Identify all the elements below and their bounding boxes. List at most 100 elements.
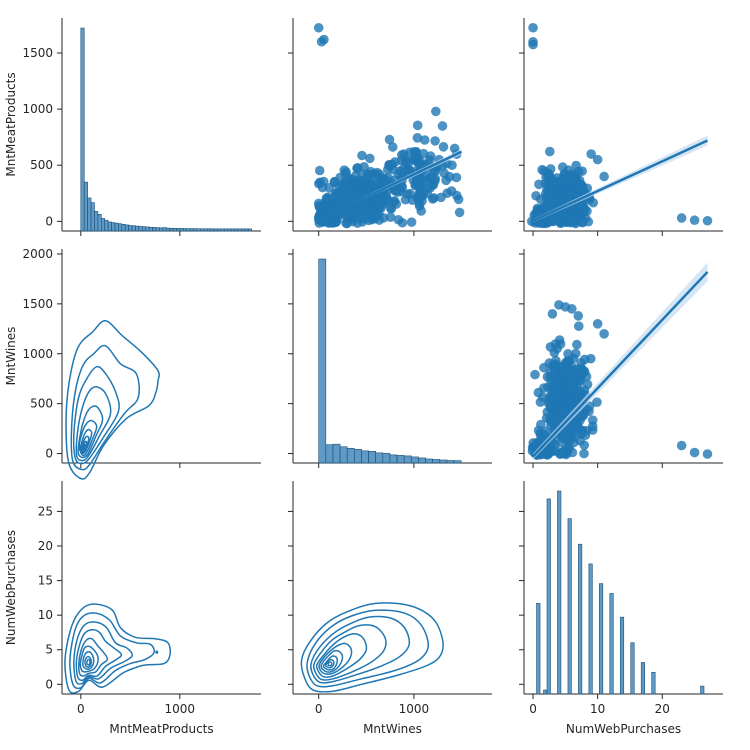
regplot-MntMeatProducts-vs-MntWines — [313, 22, 465, 229]
scatter-point — [579, 448, 589, 459]
y-tick-label: 0 — [45, 677, 53, 691]
scatter-point — [676, 440, 687, 451]
scatter-point — [542, 371, 553, 382]
kde-contour — [324, 659, 335, 669]
histogram-bar — [87, 197, 92, 232]
kde-NumWebPurchases-vs-MntMeatProducts — [64, 603, 171, 694]
scatter-point — [545, 146, 555, 157]
scatter-point — [573, 321, 584, 331]
kde-contour — [79, 645, 99, 673]
histogram-bar — [346, 447, 355, 464]
histogram-bar — [111, 222, 116, 232]
histogram-bar — [145, 226, 150, 232]
x-tick-label: 1000 — [165, 702, 196, 716]
histogram-bar — [425, 458, 433, 464]
y-tick-label: 25 — [38, 504, 53, 518]
histogram-MntMeatProducts — [80, 27, 252, 232]
scatter-point — [547, 381, 558, 392]
histogram-bar — [543, 689, 548, 695]
kde-contour — [310, 615, 411, 684]
scatter-point — [689, 447, 700, 458]
scatter-point — [387, 142, 398, 152]
x-axis-label-MntMeatProducts: MntMeatProducts — [109, 722, 213, 736]
histogram-bar — [651, 671, 656, 695]
scatter-point — [425, 172, 436, 183]
scatter-point — [404, 157, 414, 167]
y-tick-label: 20 — [38, 539, 53, 553]
regplot-MntMeatProducts-vs-NumWebPurchases — [526, 22, 713, 229]
scatter-point — [577, 209, 587, 220]
histogram-bar — [599, 583, 604, 695]
y-tick-label: 1000 — [22, 102, 53, 116]
scatter-point — [406, 217, 417, 227]
histogram-bar — [104, 219, 109, 232]
scatter-point — [567, 304, 577, 314]
scatter-point — [341, 167, 352, 177]
scatter-point — [396, 155, 407, 166]
histogram-bar — [536, 603, 541, 695]
histogram-bar — [121, 224, 126, 232]
kde-contour — [69, 612, 156, 690]
scatter-point — [543, 172, 553, 182]
scatter-point — [702, 215, 713, 226]
scatter-point — [451, 172, 462, 183]
y-tick-label: 15 — [38, 574, 53, 588]
scatter-point — [401, 166, 411, 176]
scatter-point — [571, 160, 581, 171]
histogram-bar — [382, 453, 391, 464]
histogram-bar — [325, 444, 334, 464]
scatter-point — [454, 207, 465, 218]
scatter-point — [539, 383, 549, 393]
kde-contour — [82, 443, 86, 451]
scatter-point — [563, 437, 574, 447]
scatter-point — [568, 172, 578, 182]
histogram-bar — [432, 459, 441, 464]
kde-contour — [300, 602, 444, 693]
scatter-point — [364, 169, 374, 180]
scatter-point — [528, 22, 538, 33]
scatter-point — [562, 390, 573, 400]
histogram-bar — [186, 228, 191, 232]
histogram-bar — [176, 228, 181, 232]
histogram-bar — [446, 460, 455, 464]
scatter-point — [365, 153, 375, 164]
histogram-bar — [118, 223, 123, 232]
kde-contour — [155, 650, 159, 654]
kde-contour — [78, 637, 109, 677]
histogram-bar — [189, 228, 194, 232]
scatter-point — [553, 178, 564, 188]
histogram-bar — [206, 228, 211, 232]
scatter-point — [437, 121, 448, 131]
scatter-point — [342, 218, 352, 229]
scatter-point — [577, 217, 588, 228]
histogram-bar — [213, 228, 218, 232]
scatter-point — [550, 339, 561, 349]
histogram-bar — [200, 228, 205, 232]
scatter-point — [599, 329, 609, 339]
scatter-point — [419, 135, 430, 145]
histogram-bar — [155, 227, 160, 232]
scatter-point — [449, 143, 460, 154]
histogram-bar — [230, 228, 235, 232]
scatter-point — [400, 194, 411, 205]
y-tick-label: 10 — [38, 608, 53, 622]
histogram-bar — [165, 227, 170, 232]
scatter-point — [579, 440, 590, 450]
scatter-point — [418, 148, 429, 159]
histogram-bar — [169, 227, 174, 232]
y-tick-label: 500 — [30, 158, 53, 172]
regression-line — [532, 139, 709, 222]
histogram-MntWines — [318, 258, 462, 464]
scatter-point — [564, 356, 575, 366]
scatter-point — [430, 136, 440, 146]
kde-contour — [75, 628, 123, 682]
histogram-bar — [619, 616, 625, 695]
histogram-bar — [389, 454, 398, 464]
histogram-bar — [152, 227, 157, 232]
histogram-bar — [203, 228, 208, 232]
scatter-point — [447, 160, 457, 171]
histogram-bar — [135, 225, 140, 232]
scatter-point — [558, 446, 568, 457]
histogram-bar — [141, 226, 147, 232]
scatter-point — [570, 348, 581, 359]
